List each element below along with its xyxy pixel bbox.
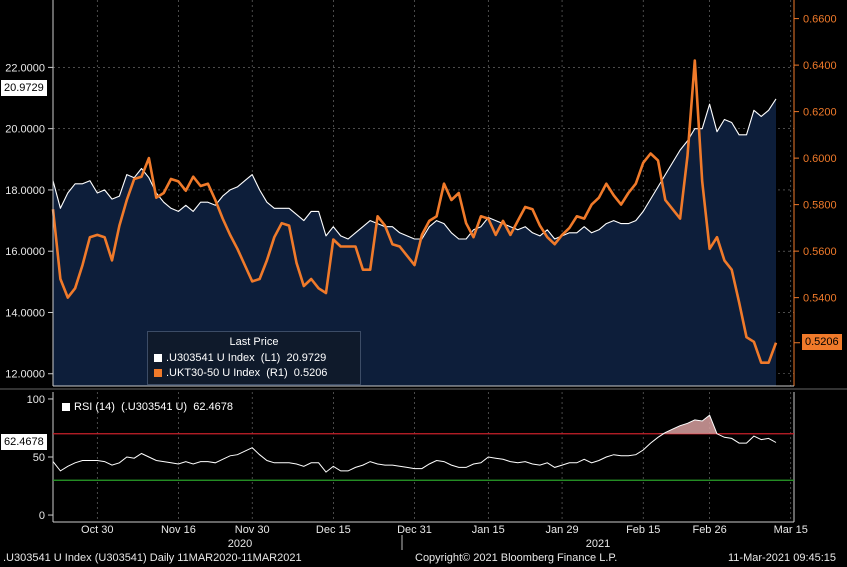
rsi-legend-swatch	[62, 403, 70, 411]
rsi-legend-label: RSI (14) (.U303541 U) 62.4678	[74, 401, 233, 413]
footer-timestamp: 11-Mar-2021 09:45:15	[728, 552, 837, 564]
x-tick-label: Jan 29	[546, 524, 579, 536]
year-label-2020: 2020	[228, 538, 252, 550]
right-last-price-badge: 0.5206	[802, 334, 842, 350]
x-tick-label: Oct 30	[81, 524, 113, 536]
x-tick-label: Nov 30	[235, 524, 270, 536]
y-left-tick-label: 16.0000	[5, 246, 45, 258]
rsi-legend: RSI (14) (.U303541 U) 62.4678	[62, 401, 233, 413]
white-series-area	[53, 98, 776, 387]
legend-swatch-orange	[154, 369, 162, 377]
y-left-tick-label: 14.0000	[5, 307, 45, 319]
x-tick-label: Feb 15	[626, 524, 660, 536]
legend-title: Last Price	[229, 336, 279, 348]
legend: Last Price .U303541 U Index (L1) 20.9729…	[147, 331, 361, 385]
rsi-tick-label: 50	[33, 452, 45, 464]
y-right-tick-label: 0.5800	[803, 200, 837, 212]
rsi-tick-label: 100	[27, 394, 45, 406]
y-right-tick-label: 0.6600	[803, 14, 837, 26]
x-tick-label: Dec 31	[397, 524, 432, 536]
y-right-tick-label: 0.6400	[803, 60, 837, 72]
legend-entry-white: .U303541 U Index (L1) 20.9729	[154, 352, 326, 364]
x-tick-label: Nov 16	[161, 524, 196, 536]
y-left-tick-label: 12.0000	[5, 369, 45, 381]
legend-name-orange: .UKT30-50 U Index (R1)	[166, 367, 288, 379]
footer-left: .U303541 U Index (U303541) Daily 11MAR20…	[3, 552, 302, 564]
y-right-tick-label: 0.5400	[803, 293, 837, 305]
y-right-tick-label: 0.5600	[803, 246, 837, 258]
legend-value-orange: 0.5206	[293, 367, 328, 379]
y-left-tick-label: 20.0000	[5, 124, 45, 136]
legend-swatch-white	[154, 354, 162, 362]
y-left-tick-label: 22.0000	[5, 62, 45, 74]
rsi-last-value-badge: 62.4678	[1, 434, 47, 450]
left-last-price-badge: 20.9729	[1, 80, 47, 96]
rsi-line	[52, 414, 777, 473]
legend-value-white: 20.9729	[286, 352, 327, 364]
rsi-tick-label: 0	[39, 510, 45, 522]
area-fill	[53, 98, 776, 387]
axes	[0, 0, 847, 550]
legend-name-white: .U303541 U Index (L1)	[166, 352, 281, 364]
x-tick-label: Jan 15	[472, 524, 505, 536]
rsi-panel	[52, 414, 794, 481]
footer-copyright: Copyright© 2021 Bloomberg Finance L.P.	[415, 552, 618, 564]
x-tick-label: Dec 15	[316, 524, 351, 536]
legend-entry-orange: .UKT30-50 U Index (R1) 0.5206	[154, 367, 327, 379]
x-tick-label: Mar 15	[774, 524, 808, 536]
tick-labels: Oct 30 Nov 16 Nov 30 Dec 15 Dec 31 Jan 15 Jan …	[5, 14, 836, 550]
series-lines	[51, 59, 778, 364]
year-label-2021: 2021	[586, 538, 610, 550]
y-right-tick-label: 0.6000	[803, 153, 837, 165]
y-right-tick-label: 0.6200	[803, 107, 837, 119]
y-left-tick-label: 18.0000	[5, 185, 45, 197]
x-tick-label: Feb 26	[692, 524, 726, 536]
